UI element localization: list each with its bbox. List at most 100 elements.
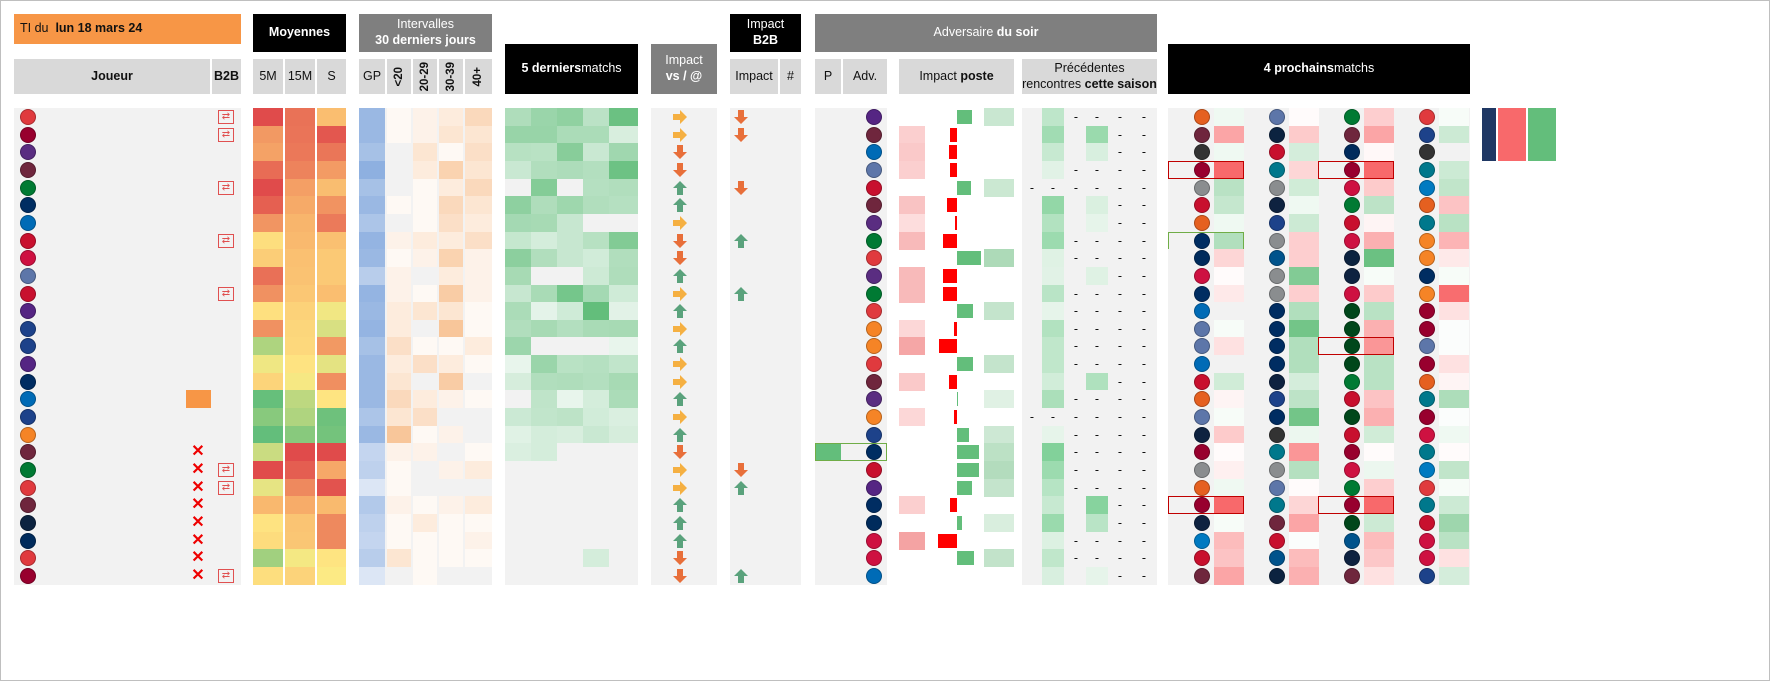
next-loc (1395, 461, 1415, 479)
prec-dash: - (1094, 463, 1100, 477)
team-logo-icon (20, 356, 36, 373)
next-loc (1395, 549, 1415, 567)
last5-cell (609, 479, 638, 497)
interval-cell (465, 160, 492, 179)
next-opponent-logo-icon (1194, 497, 1210, 514)
prec-dash: - (1094, 180, 1100, 195)
row-bg (730, 461, 801, 479)
avg-cell (285, 478, 315, 497)
prec-loc (1066, 214, 1086, 232)
gp-cell (359, 549, 385, 568)
loc-cell (653, 320, 669, 338)
last5-cell (557, 284, 583, 303)
opponent-logo-icon (866, 444, 882, 461)
questionable-badge (186, 390, 211, 409)
next-value (1214, 425, 1244, 444)
row-bg (730, 178, 801, 197)
player-name (46, 408, 186, 426)
pos-cell (815, 249, 841, 267)
last5-cell (505, 266, 531, 285)
impact-vs-value (688, 532, 717, 550)
next-loc (1320, 302, 1340, 320)
out-cross-icon: ✕ (191, 549, 205, 567)
loc-cell (653, 355, 669, 373)
next-value (1364, 266, 1394, 285)
next-loc (1395, 302, 1415, 320)
opponent-logo-icon (866, 373, 882, 390)
next-loc (1395, 532, 1415, 550)
gp-cell (359, 196, 385, 215)
avg-cell (317, 302, 346, 321)
avg-cell (285, 108, 315, 126)
next-loc (1245, 320, 1265, 338)
last5-cell (505, 390, 531, 408)
pos-cell (815, 549, 841, 567)
last5-cell (531, 178, 557, 197)
avg-cell (253, 196, 283, 215)
next-value (1214, 108, 1244, 126)
prec-dash: - (1094, 162, 1100, 177)
next-opponent-logo-icon (1269, 409, 1285, 426)
b2b-swap-icon: ⇄ (218, 127, 234, 142)
interval-cell (465, 249, 492, 268)
opponent-logo-icon (866, 126, 882, 143)
opponent-logo-icon (866, 409, 882, 426)
b2b-swap-icon: ⇄ (218, 180, 234, 195)
impact-vs-value (688, 337, 717, 355)
row-bg (14, 425, 241, 444)
highlight-box (1168, 231, 1244, 250)
last5-cell (531, 319, 557, 338)
team-logo-icon (20, 232, 36, 249)
prec-dash: - (1094, 533, 1100, 548)
prec-dash: - (1141, 445, 1147, 460)
avg-cell (253, 266, 283, 285)
gp-cell (359, 355, 385, 374)
interval-cell (465, 319, 492, 338)
team-logo-icon (20, 214, 36, 231)
prec-dash: - (1073, 410, 1079, 425)
table-row: ✕ - - - - (0, 442, 1770, 462)
highlight-box (1168, 496, 1244, 515)
last5-cell (531, 408, 557, 427)
last5-cell (531, 143, 557, 162)
row-bg (14, 284, 241, 303)
row-bg (730, 213, 801, 232)
arrow-side-icon (673, 374, 687, 389)
last5-cell (505, 319, 531, 338)
prec-dash: - (1117, 127, 1123, 142)
prec-dash: - (1141, 180, 1147, 195)
prec-dash: - (1094, 427, 1100, 442)
next-loc (1245, 443, 1265, 461)
next-opponent-logo-icon (1344, 303, 1360, 320)
pos-cell (815, 320, 841, 338)
impact-poste-value (899, 231, 925, 250)
impact-poste-value (984, 478, 1014, 497)
out-cross-icon: ✕ (191, 496, 205, 514)
impact-poste-bar (957, 427, 969, 442)
next-value (1289, 125, 1319, 144)
last5-cell (583, 178, 609, 197)
impact-b2b-num (780, 126, 800, 144)
interval-cell (413, 143, 437, 162)
next-loc (1170, 143, 1190, 161)
prec-dash: - (1117, 321, 1123, 336)
table-row: ✕ - - - - (0, 548, 1770, 568)
arrow-side-icon (673, 463, 687, 477)
avg-cell (253, 513, 283, 532)
next-loc (1245, 355, 1265, 373)
table-row: ---- (0, 336, 1770, 356)
prec-dash: - (1117, 233, 1123, 248)
next-loc (1395, 249, 1415, 267)
next-opponent-logo-icon (1344, 197, 1360, 214)
next-opponent-logo-icon (1419, 497, 1435, 514)
avg-cell (253, 425, 283, 444)
next-value (1289, 549, 1319, 568)
col-i4: 40+ (465, 59, 492, 94)
prec-value (1042, 108, 1064, 126)
interval-cell (439, 567, 463, 585)
adv-loc-cell (843, 567, 859, 585)
player-name (46, 143, 186, 161)
prec-dash: - (1117, 427, 1123, 442)
prec-dash: - (1073, 321, 1079, 336)
prec-dash: - (1050, 410, 1056, 425)
